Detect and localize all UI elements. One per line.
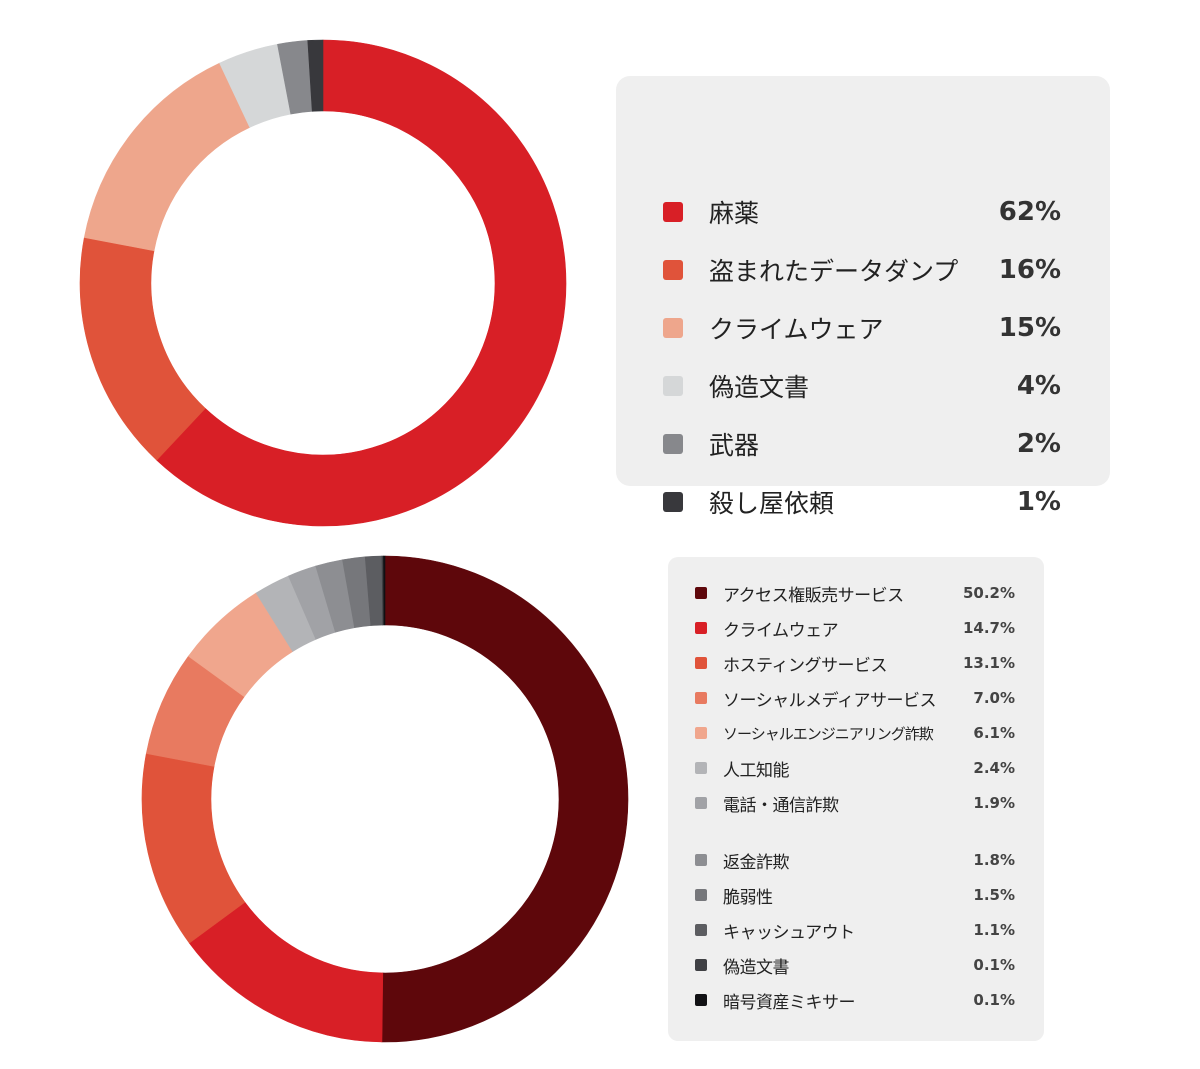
legend-swatch [695,657,707,669]
legend-value: 62% [998,197,1061,227]
legend-value: 6.1% [973,724,1015,742]
legend-swatch [695,797,707,809]
legend-label: 殺し屋依頼 [709,489,835,518]
donut-slice [79,237,206,461]
legend-item: キャッシュアウト 1.1% [668,917,1044,943]
legend-value: 1.1% [973,921,1015,939]
legend-value: 13.1% [962,654,1015,672]
legend-item: 偽造文書 0.1% [668,952,1044,978]
legend-item: 武器 2% [616,424,1110,464]
donut-slice [381,555,629,1043]
legend-item: 返金詐欺 1.8% [668,847,1044,873]
legend-swatch [663,376,683,396]
legend-label: 偽造文書 [709,373,810,402]
legend-swatch [663,202,683,222]
legend-swatch [695,727,707,739]
legend-swatch [695,762,707,774]
donut-slice [188,901,384,1043]
legend-label: 武器 [709,431,760,460]
legend-item: アクセス権販売サービス 50.2% [668,580,1044,606]
legend-item: ホスティングサービス 13.1% [668,650,1044,676]
donut-slice [156,39,567,527]
legend-item: 麻薬 62% [616,192,1110,232]
legend-label: 返金詐欺 [723,852,790,873]
legend-label: クライムウェア [723,620,839,641]
legend-value: 4% [1016,371,1061,401]
legend-item: 暗号資産ミキサー 0.1% [668,987,1044,1013]
legend-label: 盗まれたデータダンプ [709,257,959,286]
legend-label: ソーシャルメディアサービス [723,690,936,711]
legend-swatch [695,622,707,634]
legend-swatch [695,959,707,971]
legend-value: 50.2% [962,584,1015,602]
legend-value: 15% [998,313,1061,343]
legend-item: 脆弱性 1.5% [668,882,1044,908]
legend-label: ホスティングサービス [723,655,887,676]
legend-value: 2% [1016,429,1061,459]
legend-label: キャッシュアウト [723,922,855,943]
donut-slice [83,62,251,252]
legend-panel-2: アクセス権販売サービス 50.2% クライムウェア 14.7% ホスティングサー… [668,557,1044,1041]
legend-value: 0.1% [973,991,1015,1009]
legend-item: 人工知能 2.4% [668,755,1044,781]
legend-label: 脆弱性 [723,887,773,908]
donut-slice [307,39,324,112]
legend-label: 麻薬 [709,199,760,228]
legend-item: ソーシャルエンジニアリング詐欺 6.1% [668,720,1044,746]
legend-item: 殺し屋依頼 1% [616,482,1110,522]
legend-item: クライムウェア 15% [616,308,1110,348]
legend-value: 2.4% [973,759,1015,777]
legend-label: 電話・通信詐欺 [723,795,839,816]
legend-item: 偽造文書 4% [616,366,1110,406]
legend-swatch [695,854,707,866]
legend-item: 盗まれたデータダンプ 16% [616,250,1110,290]
legend-swatch [695,889,707,901]
legend-value: 1.5% [973,886,1015,904]
legend-value: 1.9% [973,794,1015,812]
legend-swatch [695,587,707,599]
legend-swatch [663,434,683,454]
donut-chart-drugs [79,39,567,527]
legend-swatch [695,924,707,936]
legend-value: 1.8% [973,851,1015,869]
legend-item: ソーシャルメディアサービス 7.0% [668,685,1044,711]
legend-item: 電話・通信詐欺 1.9% [668,790,1044,816]
legend-label: 暗号資産ミキサー [723,992,856,1013]
legend-swatch [695,692,707,704]
legend-swatch [663,318,683,338]
legend-value: 14.7% [962,619,1015,637]
legend-label: 人工知能 [723,760,790,781]
donut-slice [383,555,386,626]
legend-label: ソーシャルエンジニアリング詐欺 [723,724,934,743]
legend-label: アクセス権販売サービス [723,585,904,606]
legend-swatch [695,994,707,1006]
legend-value: 7.0% [973,689,1015,707]
legend-label: クライムウェア [709,315,884,344]
legend-panel-1: 麻薬 62% 盗まれたデータダンプ 16% クライムウェア 15% 偽造文書 4… [616,76,1110,518]
legend-value: 1% [1016,487,1061,517]
legend-label: 偽造文書 [723,957,790,978]
legend-swatch [663,492,683,512]
legend-value: 16% [998,255,1061,285]
donut-chart-services [141,555,629,1043]
legend-value: 0.1% [973,956,1015,974]
legend-swatch [663,260,683,280]
legend-item: クライムウェア 14.7% [668,615,1044,641]
